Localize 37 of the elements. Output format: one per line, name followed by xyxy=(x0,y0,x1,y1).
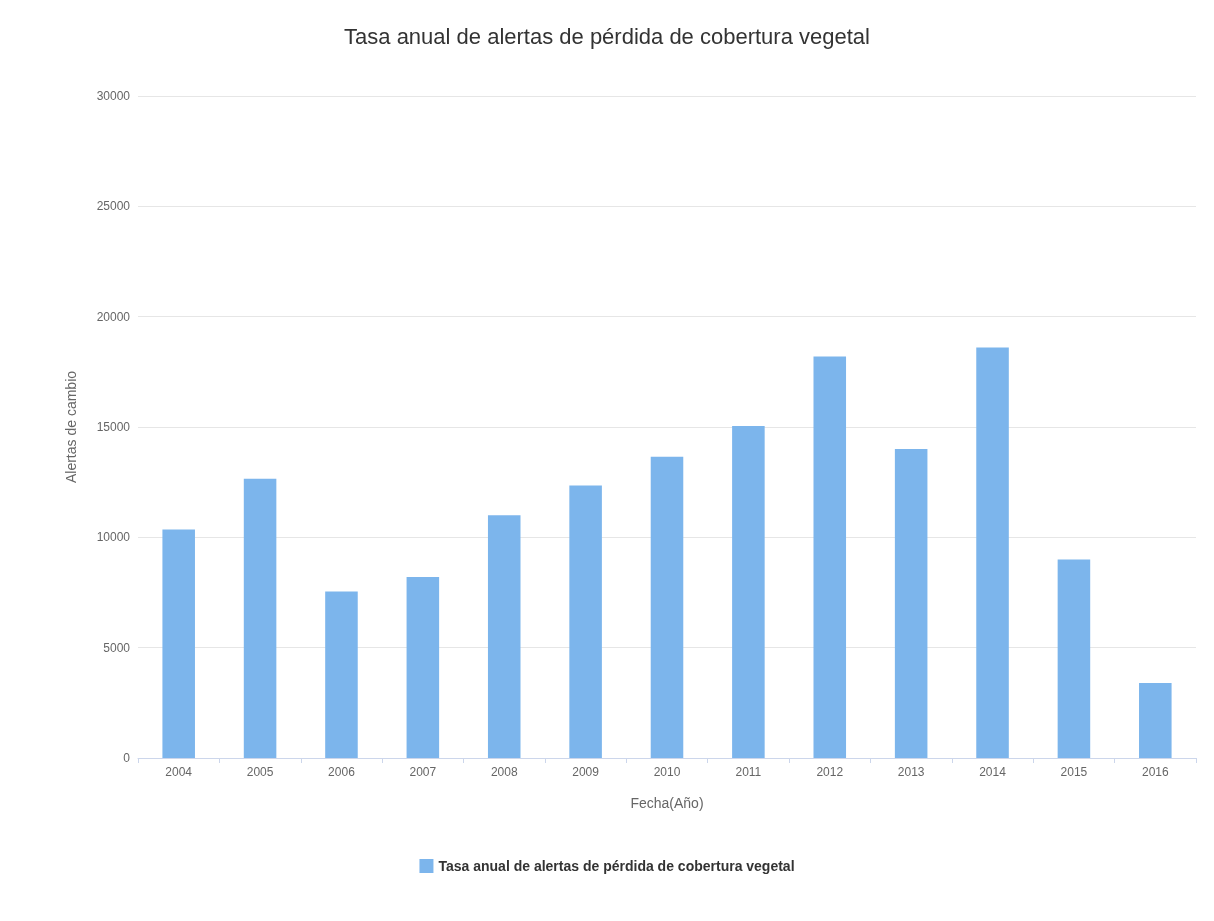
x-tick-label: 2015 xyxy=(1060,765,1088,779)
bar xyxy=(650,456,684,758)
x-tick-label: 2005 xyxy=(246,765,274,779)
x-tick-label: 2006 xyxy=(328,765,356,779)
y-tick-label: 5000 xyxy=(103,640,131,655)
x-tick-label: 2016 xyxy=(1141,765,1169,779)
legend-label: Tasa anual de alertas de pérdida de cobertura vegetal xyxy=(438,858,795,874)
x-tick-label: 2007 xyxy=(409,765,437,779)
x-tick-label: 2004 xyxy=(165,765,193,779)
bar xyxy=(732,425,765,758)
y-axis-title: Alertas de cambio xyxy=(63,370,79,484)
bar xyxy=(1057,559,1091,758)
chart-title: Tasa anual de alertas de pérdida de cobertura vegetal xyxy=(344,23,870,49)
bar xyxy=(1139,682,1172,758)
bar xyxy=(813,356,847,758)
x-tick-label: 2011 xyxy=(735,765,762,779)
y-tick-label: 0 xyxy=(123,751,131,765)
y-tick-label: 20000 xyxy=(96,309,131,324)
bar xyxy=(487,515,521,758)
x-tick-label: 2013 xyxy=(897,765,925,779)
y-tick-label: 25000 xyxy=(96,199,131,214)
y-tick-label: 30000 xyxy=(96,89,131,103)
bar xyxy=(976,347,1009,758)
x-tick-label: 2008 xyxy=(490,765,518,779)
bar xyxy=(162,529,195,758)
y-tick-label: 10000 xyxy=(96,530,131,545)
bar xyxy=(569,485,602,758)
bar xyxy=(243,478,277,758)
bar xyxy=(325,591,358,758)
x-tick-label: 2014 xyxy=(979,765,1007,779)
bar xyxy=(894,449,928,758)
x-axis-title: Fecha(Año) xyxy=(630,795,704,811)
x-tick-label: 2012 xyxy=(816,765,844,779)
x-tick-label: 2009 xyxy=(572,765,600,779)
bar xyxy=(406,577,440,758)
y-tick-label: 15000 xyxy=(96,420,131,434)
x-tick-label: 2010 xyxy=(653,765,681,779)
